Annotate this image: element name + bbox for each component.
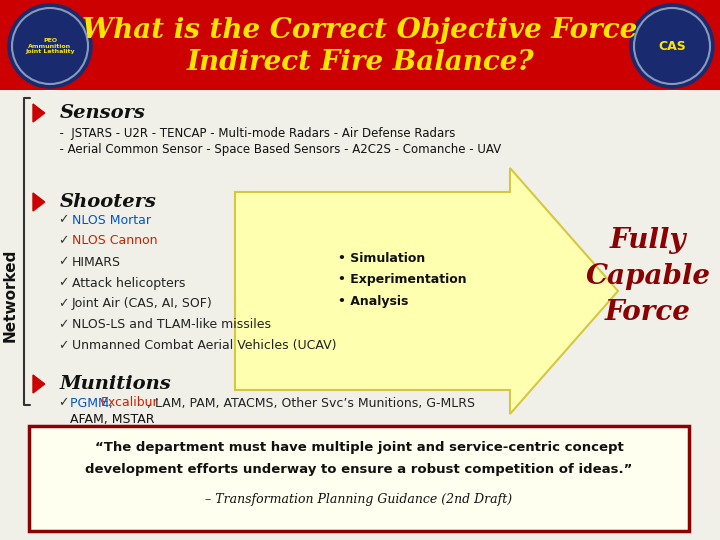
Text: • Experimentation: • Experimentation <box>338 273 467 287</box>
Text: PEO
Ammunition
Joint Lethality: PEO Ammunition Joint Lethality <box>25 38 75 55</box>
Text: NLOS Mortar: NLOS Mortar <box>72 213 151 226</box>
Text: ✓: ✓ <box>58 234 68 247</box>
Text: Indirect Fire Balance?: Indirect Fire Balance? <box>186 50 534 77</box>
Polygon shape <box>33 375 45 393</box>
Text: -  JSTARS - U2R - TENCAP - Multi-mode Radars - Air Defense Radars: - JSTARS - U2R - TENCAP - Multi-mode Rad… <box>52 126 455 139</box>
Text: Fully: Fully <box>610 226 686 253</box>
Text: ✓: ✓ <box>58 396 68 409</box>
Text: • Analysis: • Analysis <box>338 295 408 308</box>
Text: ✓: ✓ <box>58 319 68 332</box>
Text: • Simulation: • Simulation <box>338 252 426 265</box>
Text: Joint Air (CAS, AI, SOF): Joint Air (CAS, AI, SOF) <box>72 298 212 310</box>
Text: HIMARS: HIMARS <box>72 255 121 268</box>
Text: – Transformation Planning Guidance (2nd Draft): – Transformation Planning Guidance (2nd … <box>205 492 513 505</box>
Text: Networked: Networked <box>2 248 17 342</box>
Text: ✓: ✓ <box>58 340 68 353</box>
Text: ✓: ✓ <box>58 213 68 226</box>
Text: “The department must have multiple joint and service-centric concept: “The department must have multiple joint… <box>94 441 624 454</box>
Text: Sensors: Sensors <box>60 104 146 122</box>
Text: Shooters: Shooters <box>60 193 157 211</box>
Text: AFAM, MSTAR: AFAM, MSTAR <box>70 413 155 426</box>
Text: Force: Force <box>605 299 691 326</box>
Text: ✓: ✓ <box>58 276 68 289</box>
Bar <box>0 90 720 540</box>
Text: Capable: Capable <box>585 262 711 289</box>
Text: Attack helicopters: Attack helicopters <box>72 276 185 289</box>
Text: What is the Correct Objective Force: What is the Correct Objective Force <box>82 17 638 44</box>
Text: Unmanned Combat Aerial Vehicles (UCAV): Unmanned Combat Aerial Vehicles (UCAV) <box>72 340 336 353</box>
Text: NLOS Cannon: NLOS Cannon <box>72 234 158 247</box>
Text: Excalibur: Excalibur <box>101 396 158 409</box>
Text: PGMM,: PGMM, <box>70 396 117 409</box>
Text: development efforts underway to ensure a robust competition of ideas.”: development efforts underway to ensure a… <box>85 462 633 476</box>
Circle shape <box>630 4 714 88</box>
Text: ✓: ✓ <box>58 255 68 268</box>
Text: Munitions: Munitions <box>60 375 172 393</box>
Polygon shape <box>33 104 45 122</box>
Bar <box>0 0 720 90</box>
FancyBboxPatch shape <box>29 426 689 531</box>
Text: NLOS-LS and TLAM-like missiles: NLOS-LS and TLAM-like missiles <box>72 319 271 332</box>
Polygon shape <box>235 168 618 414</box>
Polygon shape <box>33 193 45 211</box>
Text: CAS: CAS <box>658 39 686 52</box>
Circle shape <box>8 4 92 88</box>
Text: , LAM, PAM, ATACMS, Other Svc’s Munitions, G-MLRS: , LAM, PAM, ATACMS, Other Svc’s Munition… <box>148 396 475 409</box>
Text: - Aerial Common Sensor - Space Based Sensors - A2C2S - Comanche - UAV: - Aerial Common Sensor - Space Based Sen… <box>52 144 501 157</box>
Text: ✓: ✓ <box>58 298 68 310</box>
